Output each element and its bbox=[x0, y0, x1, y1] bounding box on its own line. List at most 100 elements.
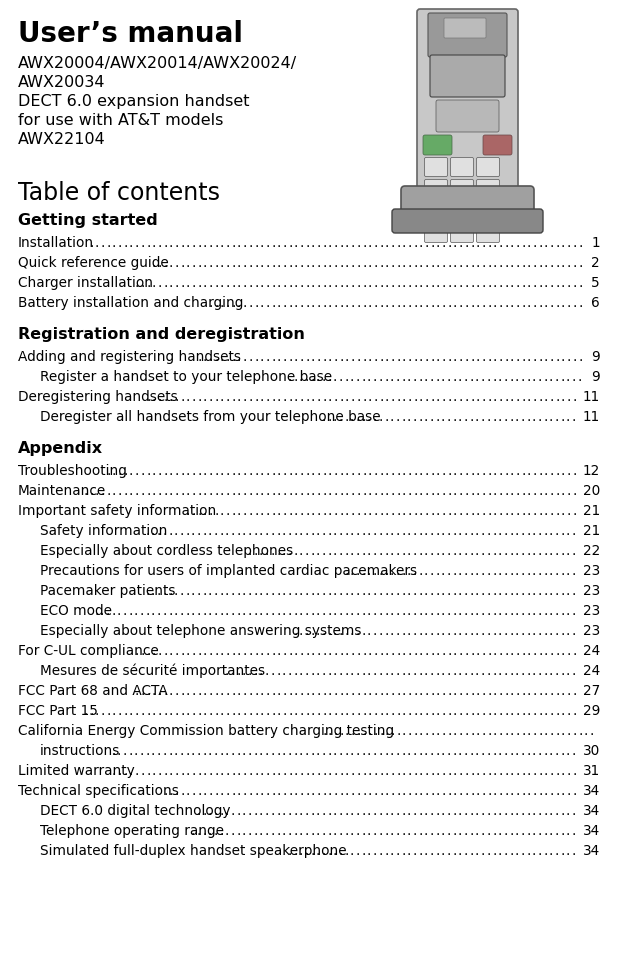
Text: .: . bbox=[145, 584, 150, 598]
Text: .: . bbox=[464, 544, 468, 558]
Text: .: . bbox=[509, 544, 514, 558]
Text: .: . bbox=[464, 624, 468, 638]
Text: .: . bbox=[368, 644, 372, 658]
Text: .: . bbox=[418, 524, 423, 538]
Text: .: . bbox=[339, 524, 343, 538]
Text: .: . bbox=[232, 464, 236, 478]
Text: .: . bbox=[316, 744, 320, 757]
Text: .: . bbox=[561, 296, 565, 310]
Text: .: . bbox=[254, 257, 258, 270]
Text: .: . bbox=[532, 296, 537, 310]
Text: 34: 34 bbox=[582, 824, 600, 837]
Text: .: . bbox=[539, 484, 543, 498]
Text: .: . bbox=[378, 624, 383, 638]
Text: .: . bbox=[266, 764, 270, 777]
Text: .: . bbox=[361, 410, 366, 424]
Text: Deregister all handsets from your telephone base: Deregister all handsets from your teleph… bbox=[40, 409, 385, 424]
Text: .: . bbox=[527, 257, 531, 270]
Text: Precautions for users of implanted cardiac pacemakers: Precautions for users of implanted cardi… bbox=[40, 563, 417, 578]
Text: .: . bbox=[237, 296, 241, 310]
Text: .: . bbox=[544, 484, 548, 498]
Text: .: . bbox=[561, 390, 565, 404]
Text: .: . bbox=[321, 410, 326, 424]
Text: .: . bbox=[448, 257, 452, 270]
Text: .: . bbox=[555, 350, 560, 364]
Text: .: . bbox=[469, 604, 474, 618]
Text: .: . bbox=[452, 844, 457, 857]
Text: .: . bbox=[379, 703, 383, 718]
Text: .: . bbox=[237, 504, 241, 518]
Text: .: . bbox=[339, 584, 343, 598]
Text: .: . bbox=[191, 644, 196, 658]
Text: Especially about telephone answering systems: Especially about telephone answering sys… bbox=[40, 624, 361, 637]
Text: .: . bbox=[481, 370, 485, 384]
Text: .: . bbox=[537, 803, 542, 818]
Text: .: . bbox=[589, 724, 594, 738]
Text: .: . bbox=[396, 803, 400, 818]
Text: .: . bbox=[401, 524, 405, 538]
Text: .: . bbox=[208, 604, 212, 618]
Text: .: . bbox=[419, 783, 423, 798]
Text: .: . bbox=[339, 544, 343, 558]
Text: .: . bbox=[321, 544, 326, 558]
Text: .: . bbox=[425, 350, 429, 364]
Text: .: . bbox=[470, 764, 474, 777]
Text: .: . bbox=[550, 644, 554, 658]
Text: 34: 34 bbox=[582, 783, 600, 798]
Text: .: . bbox=[357, 390, 361, 404]
Text: .: . bbox=[578, 257, 582, 270]
Text: .: . bbox=[492, 744, 496, 757]
Text: .: . bbox=[310, 824, 314, 838]
Text: .: . bbox=[214, 744, 218, 757]
Text: .: . bbox=[413, 724, 418, 738]
Text: .: . bbox=[344, 370, 348, 384]
Text: .: . bbox=[209, 504, 213, 518]
Text: .: . bbox=[259, 803, 263, 818]
Text: .: . bbox=[516, 236, 520, 250]
Text: .: . bbox=[430, 296, 435, 310]
Text: 34: 34 bbox=[582, 803, 600, 817]
Text: .: . bbox=[453, 484, 457, 498]
Text: .: . bbox=[117, 604, 121, 618]
Text: .: . bbox=[321, 604, 326, 618]
Text: Quick reference guide: Quick reference guide bbox=[18, 256, 178, 270]
Text: .: . bbox=[141, 484, 145, 498]
Text: .: . bbox=[384, 844, 388, 857]
Text: .: . bbox=[135, 644, 139, 658]
Text: .: . bbox=[146, 703, 150, 718]
Text: .: . bbox=[220, 296, 224, 310]
Text: .: . bbox=[384, 544, 388, 558]
Text: .: . bbox=[571, 524, 576, 538]
Text: .: . bbox=[430, 744, 434, 757]
Text: .: . bbox=[441, 664, 445, 678]
Text: .: . bbox=[566, 803, 570, 818]
Text: .: . bbox=[339, 296, 344, 310]
Text: .: . bbox=[162, 604, 167, 618]
Text: .: . bbox=[509, 410, 514, 424]
Text: .: . bbox=[191, 703, 196, 718]
Text: 29: 29 bbox=[582, 703, 600, 717]
Text: .: . bbox=[566, 524, 570, 538]
Text: .: . bbox=[169, 684, 173, 698]
Text: .: . bbox=[544, 684, 548, 698]
Text: .: . bbox=[152, 276, 156, 290]
Text: .: . bbox=[186, 783, 190, 798]
Text: .: . bbox=[482, 504, 486, 518]
Text: .: . bbox=[503, 824, 508, 838]
Text: .: . bbox=[361, 584, 366, 598]
Text: .: . bbox=[180, 783, 184, 798]
Text: .: . bbox=[515, 744, 519, 757]
Text: .: . bbox=[475, 803, 479, 818]
Text: .: . bbox=[487, 584, 491, 598]
Text: .: . bbox=[305, 744, 309, 757]
Text: .: . bbox=[260, 764, 264, 777]
Text: .: . bbox=[539, 764, 543, 777]
Text: .: . bbox=[203, 236, 207, 250]
Text: .: . bbox=[526, 544, 530, 558]
Text: .: . bbox=[384, 410, 388, 424]
Text: .: . bbox=[191, 236, 196, 250]
Text: .: . bbox=[537, 584, 542, 598]
Text: .: . bbox=[527, 350, 531, 364]
Text: .: . bbox=[475, 744, 479, 757]
Text: .: . bbox=[294, 276, 298, 290]
